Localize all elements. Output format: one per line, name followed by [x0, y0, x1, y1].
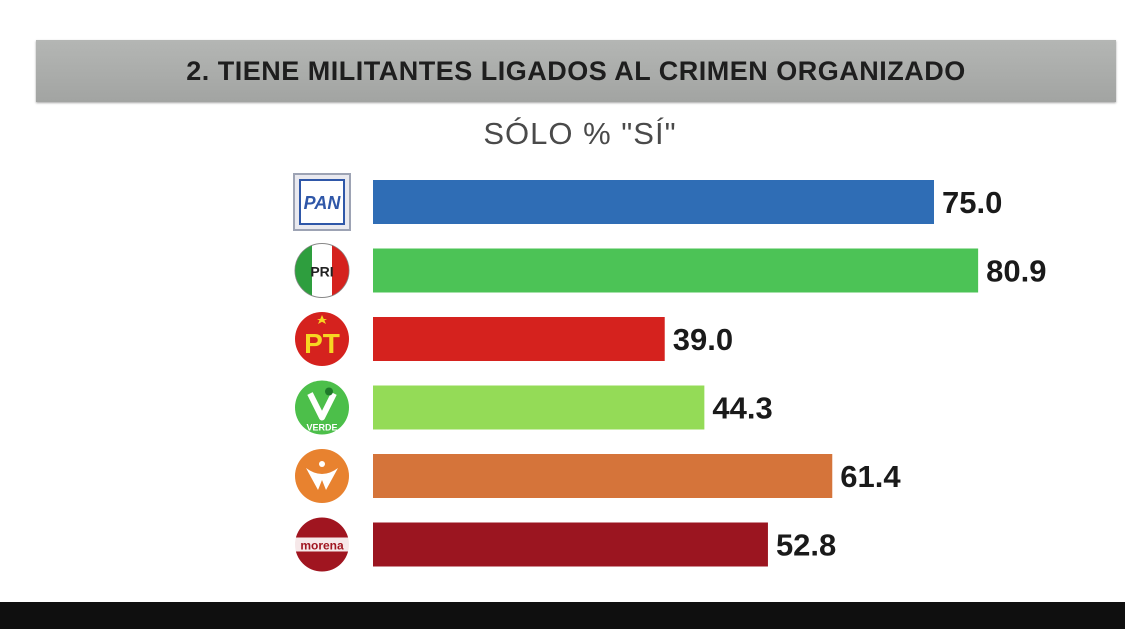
- logo-label: VERDE: [306, 423, 337, 433]
- value-label-pt: 39.0: [673, 322, 733, 357]
- logo-label: morena: [300, 539, 344, 553]
- chart-title: 2. TIENE MILITANTES LIGADOS AL CRIMEN OR…: [186, 55, 966, 86]
- logo-label: PT: [304, 328, 340, 359]
- bar-morena: [373, 522, 768, 567]
- value-label-pvem: 44.3: [712, 391, 772, 426]
- bar-pvem: [373, 385, 705, 430]
- chart-subtitle: SÓLO % "SÍ": [483, 116, 677, 151]
- bar-pri: [373, 248, 979, 293]
- footer-bar: [0, 602, 1125, 629]
- morena-logo-icon: morena: [295, 517, 349, 572]
- bar-mc: [373, 454, 833, 498]
- title-bar: 2. TIENE MILITANTES LIGADOS AL CRIMEN OR…: [36, 40, 1116, 102]
- value-label-morena: 52.8: [776, 528, 836, 563]
- pan-logo-icon: PAN: [293, 173, 351, 231]
- bar-pt: [373, 317, 665, 361]
- logo-label: PRI: [310, 264, 333, 280]
- pt-logo-icon: PT: [295, 312, 349, 366]
- pvem-logo-icon: VERDE: [295, 380, 349, 435]
- bar-pan: [373, 180, 934, 224]
- value-label-pri: 80.9: [986, 254, 1046, 289]
- pri-logo-icon: PRI: [294, 243, 350, 298]
- value-label-pan: 75.0: [942, 185, 1002, 220]
- value-label-mc: 61.4: [840, 459, 901, 494]
- logo-label: PAN: [304, 193, 342, 213]
- mc-logo-icon: [295, 449, 349, 503]
